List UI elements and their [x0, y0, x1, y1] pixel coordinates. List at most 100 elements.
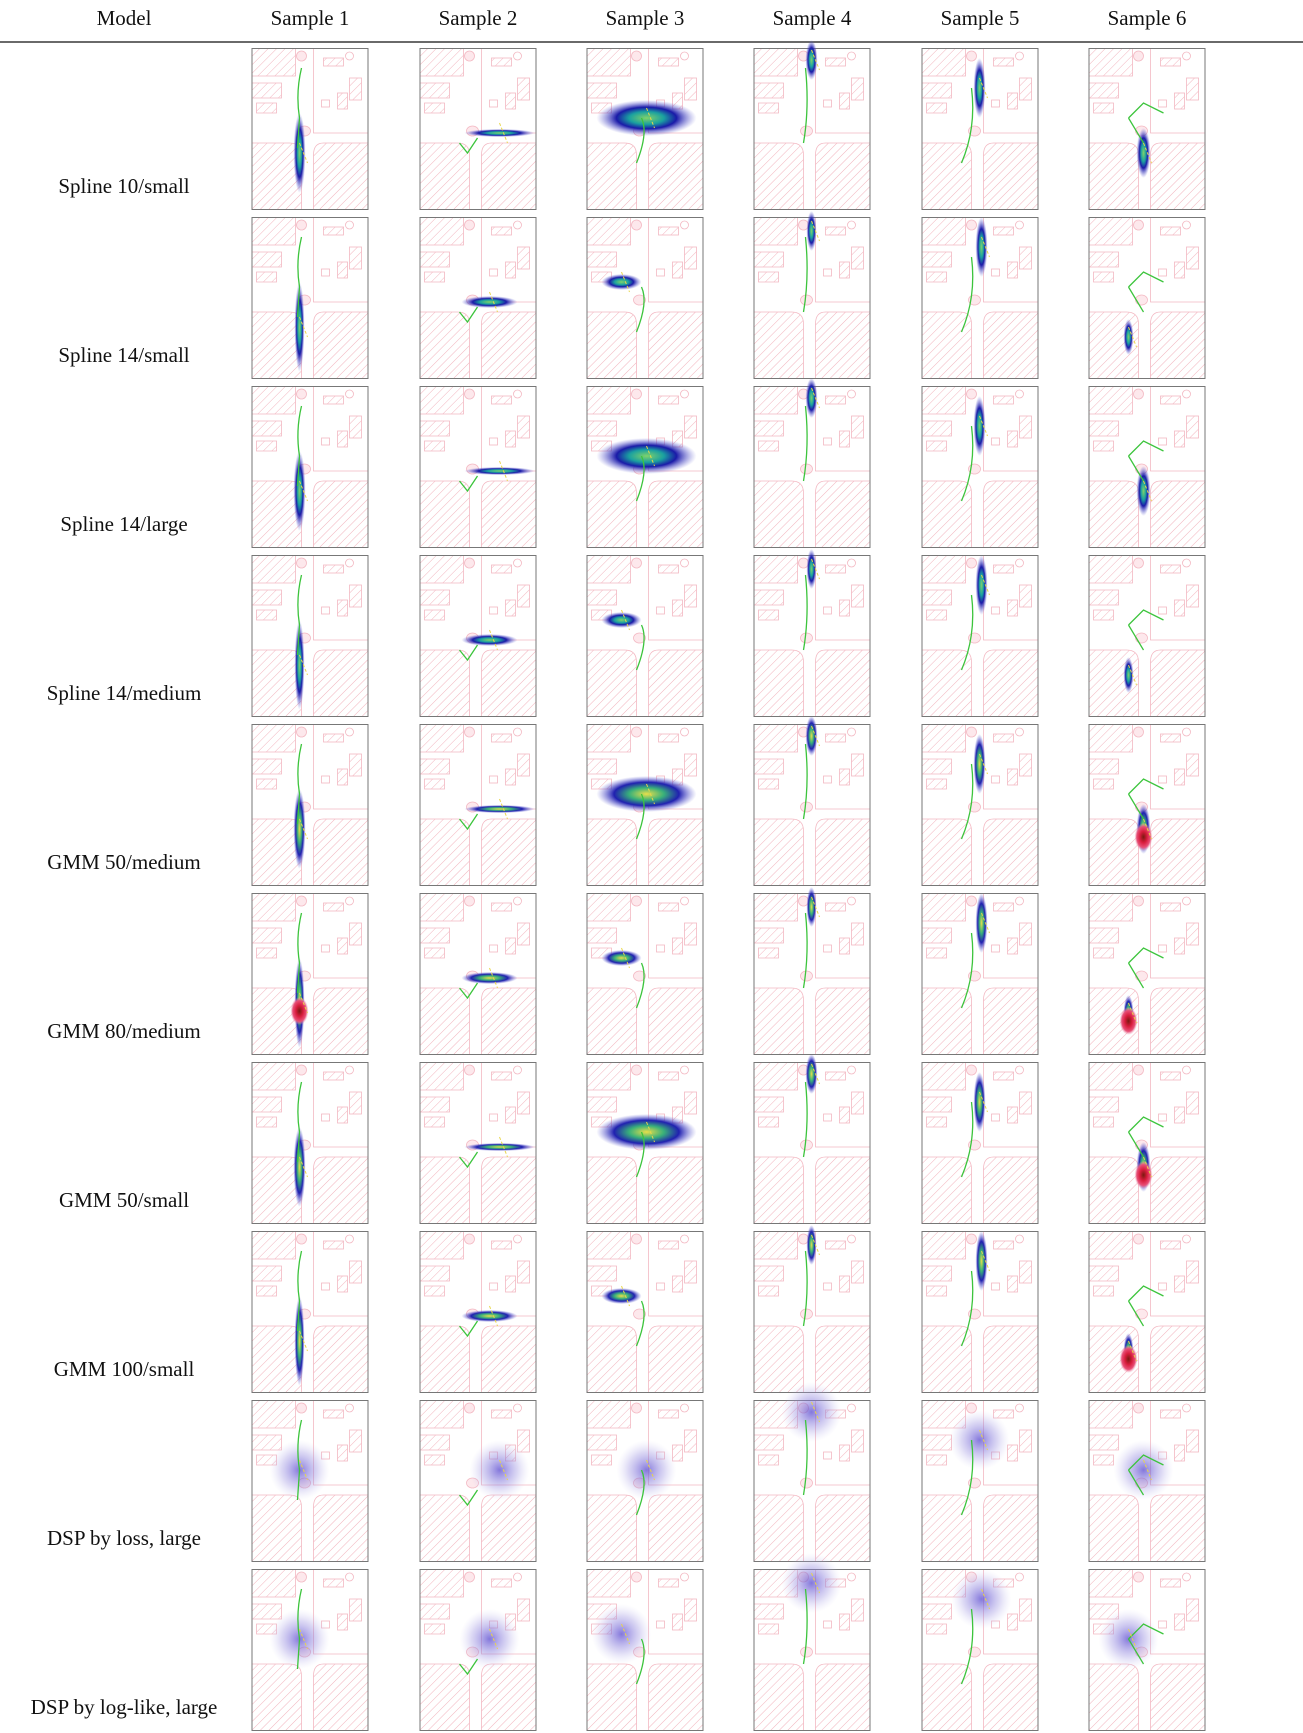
map-background — [1088, 555, 1206, 717]
ground-truth — [499, 1459, 508, 1481]
trajectory — [458, 982, 479, 1000]
ground-truth — [979, 1091, 988, 1113]
density-blob — [461, 1310, 518, 1322]
ground-truth — [811, 896, 820, 918]
density-blob — [1123, 319, 1134, 355]
sample-thumbnail — [1088, 1062, 1206, 1224]
ground-truth — [621, 271, 630, 293]
trajectory — [1127, 1116, 1164, 1158]
density-blob — [461, 972, 518, 984]
column-header: Sample 1 — [271, 6, 350, 30]
map-background — [1088, 1231, 1206, 1393]
sample-thumbnail — [1088, 386, 1206, 548]
map-background — [251, 386, 369, 548]
trajectory — [960, 425, 974, 502]
ground-truth — [1128, 664, 1137, 686]
density-blob — [293, 789, 306, 869]
ground-truth — [299, 654, 308, 676]
density-blob — [806, 211, 817, 251]
ground-truth — [299, 142, 308, 164]
ground-truth — [1128, 1002, 1137, 1024]
ground-truth — [811, 49, 820, 71]
sample-thumbnail — [419, 1231, 537, 1393]
trajectory — [802, 405, 808, 482]
trajectory — [635, 1300, 645, 1347]
density-blob — [459, 1609, 520, 1669]
density-peak — [1119, 1007, 1138, 1035]
sample-thumbnail — [251, 1062, 369, 1224]
ground-truth — [621, 609, 630, 631]
density-blob — [596, 776, 697, 812]
ground-truth — [811, 387, 820, 409]
ground-truth — [811, 220, 820, 242]
density-blob — [464, 467, 535, 475]
sample-thumbnail — [921, 1062, 1039, 1224]
density-blob — [975, 1231, 988, 1291]
sample-thumbnail — [586, 1569, 704, 1731]
sample-thumbnail — [753, 1382, 871, 1562]
map-background — [586, 555, 704, 717]
ground-truth — [1143, 818, 1152, 840]
sample-thumbnail — [586, 386, 704, 548]
trajectory — [960, 1439, 974, 1516]
sample-thumbnail — [753, 549, 871, 717]
sample-thumbnail — [251, 1400, 369, 1562]
trajectory — [1127, 102, 1164, 144]
sample-thumbnail — [419, 555, 537, 717]
sample-thumbnail — [921, 1400, 1039, 1562]
density-blob — [949, 1410, 1010, 1470]
sample-thumbnail — [419, 1062, 537, 1224]
ground-truth — [811, 558, 820, 580]
density-blob — [616, 1440, 677, 1500]
sample-thumbnail — [753, 40, 871, 210]
trajectory — [635, 624, 645, 671]
sample-thumbnail — [753, 1553, 871, 1731]
ground-truth — [299, 1459, 308, 1481]
density-blob — [1113, 1440, 1174, 1500]
map-background — [586, 1231, 704, 1393]
ground-truth — [489, 967, 498, 989]
trajectory — [296, 743, 303, 825]
sample-thumbnail — [419, 48, 537, 210]
ground-truth — [299, 316, 308, 338]
trajectory — [960, 256, 974, 333]
density-blob — [596, 100, 697, 136]
trajectory — [960, 1101, 974, 1178]
sample-thumbnail — [1088, 1400, 1206, 1562]
ground-truth — [646, 783, 655, 805]
density-blob — [805, 40, 818, 80]
ground-truth — [299, 480, 308, 502]
map-background — [1088, 48, 1206, 210]
trajectory — [960, 1608, 974, 1685]
ground-truth — [981, 236, 990, 258]
ground-truth — [646, 445, 655, 467]
map-background — [1088, 1062, 1206, 1224]
density-blob — [464, 129, 535, 137]
density-blob — [806, 549, 817, 589]
density-blob — [1136, 128, 1151, 178]
trajectory — [802, 743, 808, 820]
density-blob — [781, 1382, 842, 1442]
sample-thumbnail — [419, 217, 537, 379]
density-peak — [290, 997, 309, 1025]
sample-thumbnail — [586, 1400, 704, 1562]
trajectory — [960, 932, 974, 1009]
sample-thumbnail — [251, 1569, 369, 1731]
row-label: Spline 10/small — [58, 174, 189, 198]
trajectory — [296, 1250, 303, 1332]
ground-truth — [811, 1401, 820, 1423]
ground-truth — [1143, 480, 1152, 502]
ground-truth — [811, 725, 820, 747]
sample-thumbnail — [753, 716, 871, 886]
density-blob — [293, 113, 306, 193]
ground-truth — [646, 1459, 655, 1481]
trajectory — [1127, 1285, 1164, 1327]
density-blob — [805, 1054, 818, 1094]
map-background — [251, 1231, 369, 1393]
trajectory — [458, 1658, 479, 1676]
trajectory — [802, 67, 808, 144]
density-blob — [601, 612, 642, 628]
trajectory — [635, 1131, 645, 1178]
ground-truth — [499, 798, 508, 820]
